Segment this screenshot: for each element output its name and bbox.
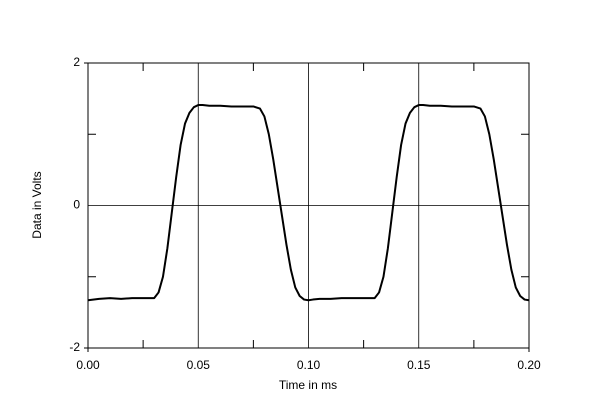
x-tick-label: 0.05 [187,358,211,372]
y-tick-label: -2 [69,340,80,354]
y-tick-label: 2 [73,55,80,69]
x-tick-label: 0.20 [517,358,541,372]
y-tick-label: 0 [73,198,80,212]
y-axis-label: Data in Volts [30,171,44,238]
x-tick-label: 0.10 [297,358,321,372]
x-tick-label: 0.15 [407,358,431,372]
x-axis-label: Time in ms [279,378,337,392]
data-line [87,104,530,302]
x-tick-label: 0.00 [76,358,100,372]
